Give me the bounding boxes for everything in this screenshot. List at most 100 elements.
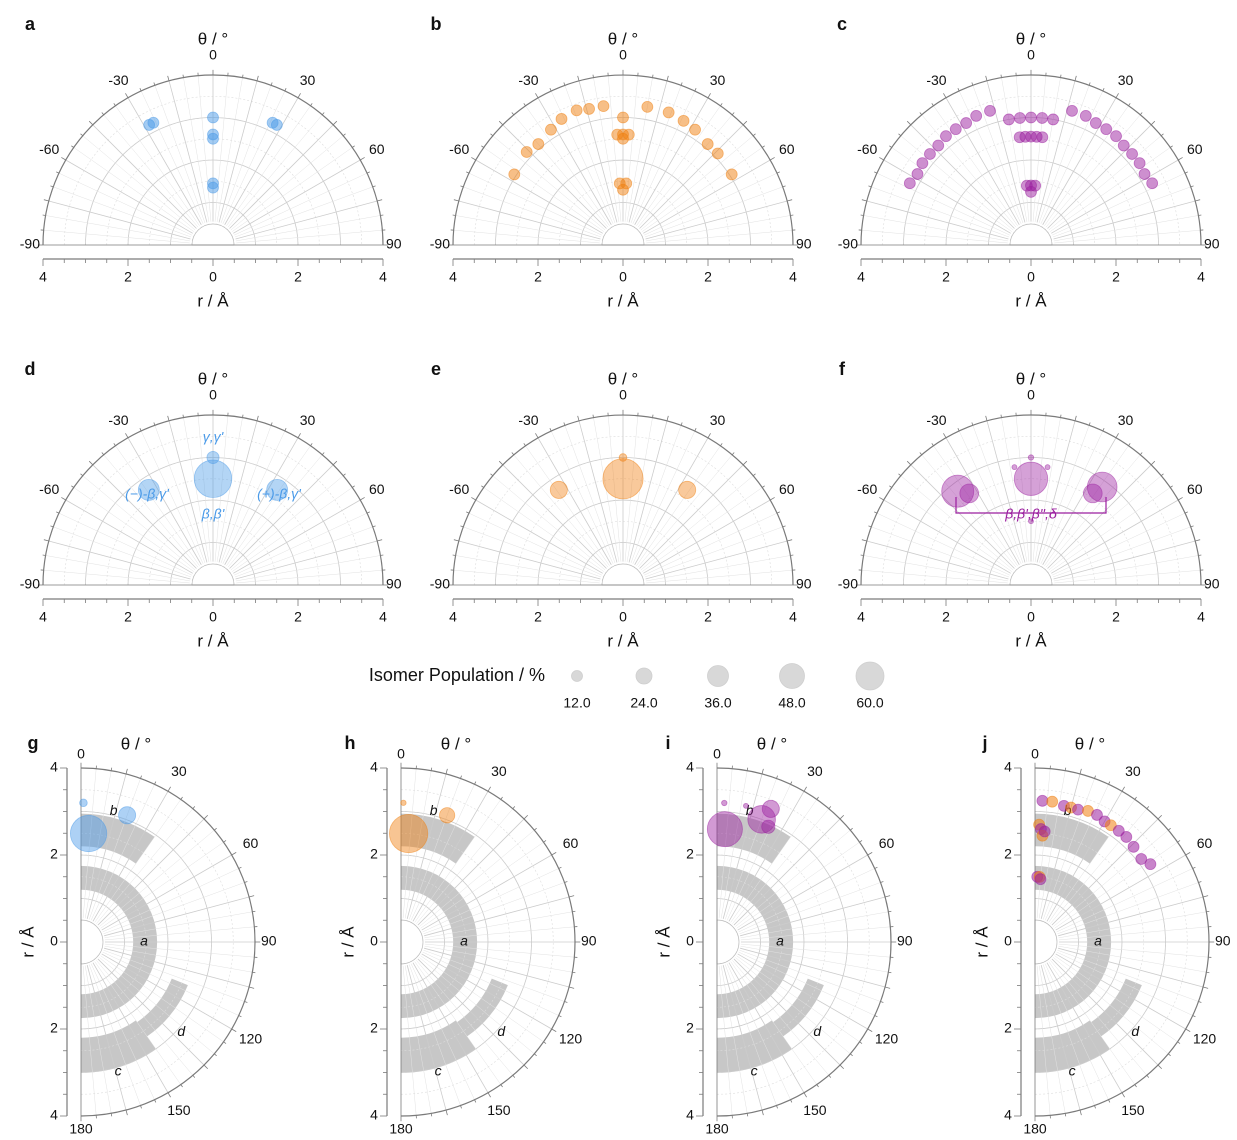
grid-spoke <box>632 90 696 224</box>
grid-spoke <box>82 965 97 1116</box>
grid-spoke <box>718 965 733 1116</box>
grid-spoke <box>226 445 311 566</box>
theta-tick <box>445 768 448 775</box>
theta-tick <box>707 93 711 98</box>
theta-tick <box>460 775 462 779</box>
grid-ring <box>716 789 870 1095</box>
r-tick-label: 2 <box>1112 269 1120 285</box>
theta-tick <box>1168 1053 1171 1057</box>
theta-tick <box>1178 157 1183 161</box>
data-point <box>940 130 952 143</box>
grid-spoke <box>94 799 182 923</box>
grid-spoke <box>404 965 432 1114</box>
grid-spoke <box>103 882 245 935</box>
grid-spoke <box>423 882 565 935</box>
theta-tick <box>1198 214 1202 216</box>
theta-tick <box>919 452 923 456</box>
data-point <box>193 459 233 498</box>
grid-spoke <box>140 90 204 224</box>
grid-spoke <box>422 951 559 1016</box>
panel-label: a <box>25 14 36 34</box>
grid-spoke <box>525 105 610 226</box>
grid-spoke <box>1040 90 1104 224</box>
grid-spoke <box>958 430 1022 564</box>
panel-label: b <box>431 14 442 34</box>
theta-tick <box>1177 840 1181 843</box>
grid-spoke <box>735 829 851 927</box>
theta-tick <box>214 827 217 831</box>
theta-tick <box>680 82 683 86</box>
r-tick-label: 2 <box>124 269 132 285</box>
data-point <box>903 177 916 190</box>
grid-spoke <box>97 818 205 926</box>
grid-spoke <box>1042 437 1117 565</box>
grid-spoke <box>607 75 622 222</box>
theta-tick-label: 60 <box>779 481 795 497</box>
theta-tick <box>140 1105 142 1109</box>
data-point <box>1082 483 1103 504</box>
data-point <box>677 114 690 127</box>
grid-spoke <box>414 799 502 923</box>
theta-tick <box>1060 414 1062 418</box>
grid-spoke <box>88 778 141 920</box>
data-point <box>270 119 283 131</box>
theta-tick-label: 180 <box>389 1121 413 1137</box>
grid-spoke <box>1053 829 1169 927</box>
theta-tick <box>342 133 346 137</box>
grid-spoke <box>1038 85 1090 224</box>
grid-spoke <box>226 105 311 226</box>
grid-spoke <box>235 215 381 242</box>
theta-tick <box>1177 1041 1181 1044</box>
theta-tick <box>1192 1015 1196 1018</box>
grid-spoke <box>232 147 353 232</box>
grid-spoke <box>1047 124 1152 229</box>
grid-spoke <box>739 949 881 1002</box>
grid-spoke <box>468 512 602 576</box>
grid-spoke <box>154 425 206 564</box>
theta-tick <box>167 1092 171 1098</box>
theta-tick <box>1064 1113 1067 1117</box>
theta-tick <box>931 443 934 446</box>
theta-axis-title: θ / ° <box>121 734 151 753</box>
theta-tick <box>453 539 459 542</box>
grid-spoke <box>48 200 191 240</box>
legend-title: Isomer Population / % <box>369 665 545 685</box>
grid-spoke <box>101 854 232 931</box>
theta-tick <box>1139 112 1143 116</box>
region-d <box>457 978 508 1037</box>
grid-spoke <box>84 965 112 1114</box>
theta-tick <box>770 497 775 501</box>
grid-spoke <box>645 215 791 242</box>
theta-tick-label: 60 <box>779 141 795 157</box>
theta-tick <box>762 145 765 148</box>
theta-tick <box>1060 74 1062 78</box>
center-hole <box>601 563 645 586</box>
grid-spoke <box>414 961 502 1085</box>
grid-spoke <box>740 911 889 939</box>
data-point <box>1135 853 1148 865</box>
grid-spoke <box>84 770 112 919</box>
r-tick-label: 4 <box>789 609 797 625</box>
grid-spoke <box>607 415 622 562</box>
isomer-annotation: (+)-β,γ' <box>257 486 302 502</box>
grid-spoke <box>1032 415 1047 562</box>
grid-spoke <box>643 499 771 574</box>
theta-tick <box>742 120 748 126</box>
theta-tick <box>352 145 355 148</box>
theta-tick <box>474 781 477 785</box>
region-b <box>401 813 475 864</box>
grid-spoke <box>412 962 489 1093</box>
grid-spoke <box>127 97 202 225</box>
theta-tick <box>776 1105 778 1109</box>
r-tick-label: 4 <box>789 269 797 285</box>
region-d <box>773 978 824 1037</box>
grid-spoke <box>82 475 196 571</box>
theta-tick <box>523 103 526 106</box>
theta-tick-label: 0 <box>397 746 405 762</box>
region-label: b <box>110 802 118 818</box>
grid-spoke <box>58 172 192 236</box>
grid-spoke <box>115 445 200 566</box>
grid-spoke <box>421 953 552 1030</box>
grid-spoke <box>97 958 205 1066</box>
grid-ring <box>106 478 320 586</box>
